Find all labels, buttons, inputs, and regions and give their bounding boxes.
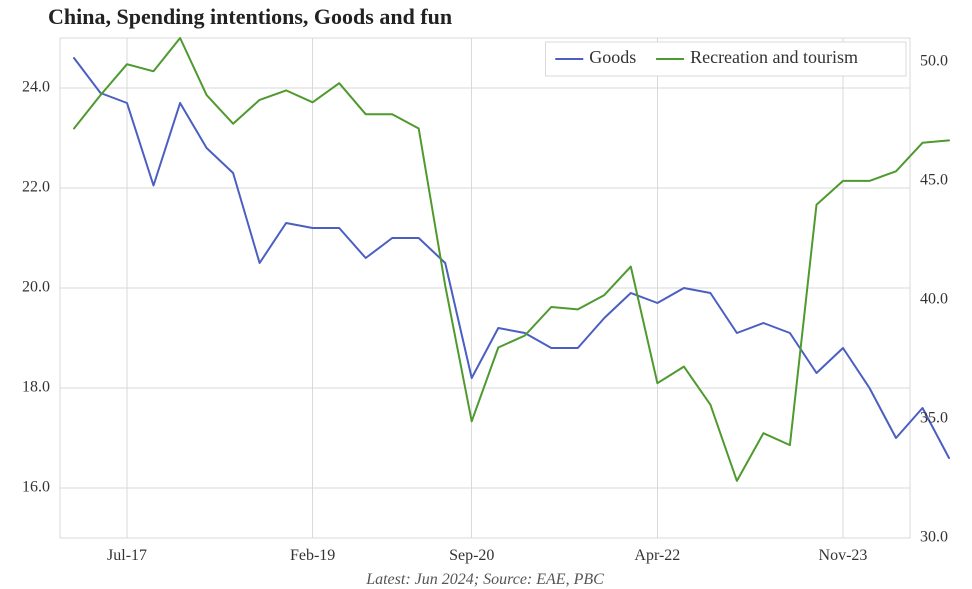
- line-chart: 16.0 18.0 20.0 22.0 24.0 30.0 35.0 40.0 45.0 50.0…: [0, 0, 972, 589]
- legend-label-recreation: Recreation and tourism: [690, 47, 858, 67]
- y-left-tick-label: 18.0: [22, 379, 50, 396]
- chart-caption: Latest: Jun 2024; Source: EAE, PBC: [365, 571, 604, 588]
- y-right-tick-label: 35.0: [920, 410, 948, 427]
- x-tick-label: Sep-20: [449, 547, 494, 564]
- y-left-tick-label: 24.0: [22, 79, 50, 96]
- x-tick-label: Apr-22: [634, 547, 680, 564]
- y-right-tick-label: 40.0: [920, 291, 948, 308]
- chart-container: 16.0 18.0 20.0 22.0 24.0 30.0 35.0 40.0 45.0 50.0…: [0, 0, 972, 589]
- chart-title: China, Spending intentions, Goods and fu…: [48, 4, 452, 29]
- y-right-tick-label: 50.0: [920, 52, 948, 69]
- legend: Goods Recreation and tourism: [545, 42, 906, 76]
- y-left-tick-label: 16.0: [22, 479, 50, 496]
- y-right-tick-label: 30.0: [920, 529, 948, 546]
- y-left-tick-label: 20.0: [22, 279, 50, 296]
- y-left-tick-label: 22.0: [22, 179, 50, 196]
- legend-label-goods: Goods: [589, 47, 636, 67]
- y-right-tick-label: 45.0: [920, 172, 948, 189]
- x-tick-label: Nov-23: [819, 547, 868, 564]
- x-tick-label: Feb-19: [290, 547, 335, 564]
- x-tick-label: Jul-17: [107, 547, 147, 564]
